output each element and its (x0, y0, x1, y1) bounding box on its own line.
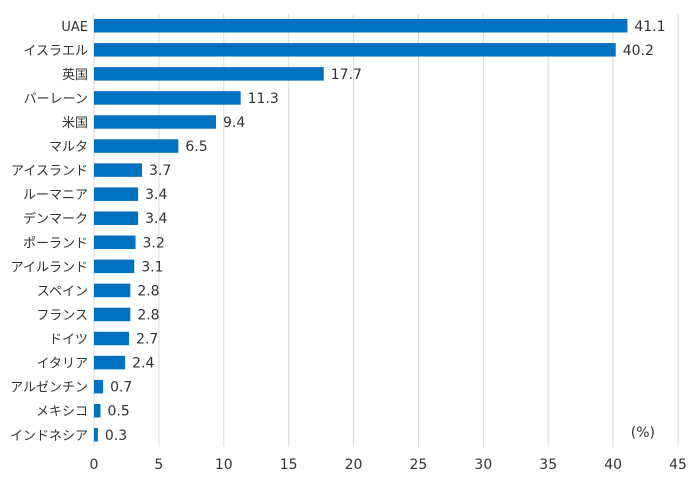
value-labels: 41.1 40.2 17.7 11.39.4 6.5 3.7 3.4 3.4 3.2 3.1 2.8… (105, 19, 666, 444)
category-label: ルーマニア (23, 188, 88, 203)
category-label: アイルランド (11, 260, 88, 275)
value-label: 2.4 (132, 356, 154, 372)
gridlines (93, 14, 679, 447)
value-label: 41.1 (634, 19, 665, 35)
x-tick-label: 25 (410, 457, 428, 473)
bar (94, 19, 628, 33)
bar (94, 428, 98, 442)
category-label: バーレーン (24, 92, 88, 107)
category-label: インドネシア (10, 429, 88, 444)
bar (94, 211, 139, 225)
value-label: 3.1 (141, 259, 163, 275)
category-label: メキシコ (36, 405, 88, 420)
category-labels: UAE イスラエル英国バーレーン米国マルタアイスランドルーマニアデンマークポーラン… (10, 20, 88, 444)
value-label: 2.8 (137, 307, 159, 323)
x-axis-ticks: 0 5 10 15 20 25 30 35 40 45 (90, 457, 687, 473)
bar (94, 43, 616, 57)
x-tick-label: 5 (154, 457, 163, 473)
value-label: 6.5 (185, 139, 207, 155)
category-label: イタリア (37, 357, 88, 372)
category-label: アイスランド (11, 164, 88, 179)
bar (94, 283, 131, 298)
value-label: 11.3 (248, 91, 279, 107)
value-label: 3.2 (143, 235, 165, 251)
x-tick-label: 35 (539, 457, 557, 473)
category-label: マルタ (49, 140, 88, 155)
value-label: 17.7 (331, 67, 362, 83)
x-tick-label: 40 (604, 457, 622, 473)
bar (94, 187, 139, 201)
bar (94, 331, 130, 346)
bar (94, 379, 104, 394)
bars (94, 19, 628, 442)
category-label: 英国 (62, 68, 88, 83)
bar (94, 91, 241, 105)
x-tick-label: 0 (90, 457, 99, 473)
value-label: 3.4 (145, 187, 167, 203)
category-label: デンマーク (23, 211, 88, 227)
category-label: 米国 (62, 116, 88, 131)
category-label: アルゼンチン (10, 381, 88, 396)
category-label: イスラエル (23, 44, 88, 59)
value-label: 0.3 (105, 428, 127, 444)
x-tick-label: 45 (669, 457, 687, 473)
bar (94, 67, 324, 81)
value-label: 0.7 (110, 380, 132, 396)
value-label: 2.7 (136, 332, 158, 348)
x-tick-label: 10 (215, 457, 233, 473)
category-label: フランス (36, 308, 88, 323)
value-label: 3.4 (145, 211, 167, 227)
category-label: スペイン (37, 284, 88, 299)
value-label: 2.8 (137, 283, 159, 299)
x-tick-label: 15 (280, 457, 298, 473)
bar (94, 259, 135, 274)
bar (94, 307, 131, 322)
x-tick-label: 30 (474, 457, 492, 473)
x-tick-label: 20 (345, 457, 363, 473)
value-label: 40.2 (623, 43, 654, 59)
bar (94, 163, 143, 177)
bar (94, 115, 216, 129)
bar (94, 403, 101, 418)
value-label: 0.5 (107, 404, 129, 420)
bar (94, 355, 126, 370)
unit-label: (%) (631, 425, 655, 441)
category-label: ポーランド (23, 236, 88, 251)
category-label: UAE (61, 20, 88, 35)
bar (94, 235, 136, 250)
value-label: 3.7 (149, 163, 171, 179)
value-label: 9.4 (223, 115, 245, 131)
category-label: ドイツ (49, 333, 88, 348)
bar (94, 139, 179, 153)
